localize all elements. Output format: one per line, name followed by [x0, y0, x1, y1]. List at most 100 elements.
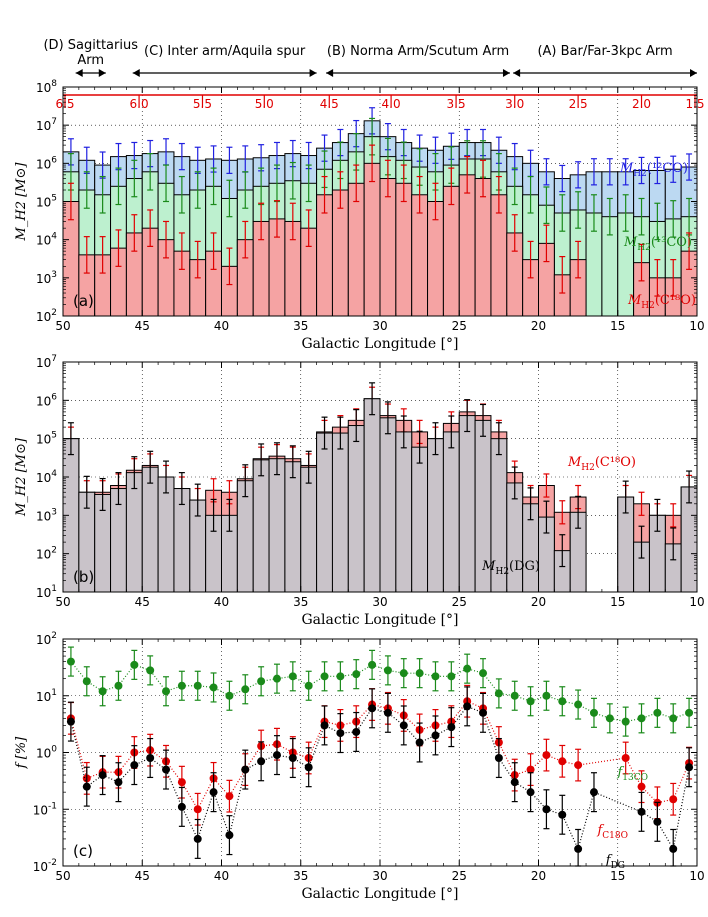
data-point [146, 666, 155, 675]
x-tick-label: 40 [214, 595, 229, 609]
x-tick-label: 45 [135, 869, 150, 883]
label-f13co: f13CO [616, 765, 648, 783]
label-c18o: MH2(C¹⁸O) [627, 293, 696, 311]
arm-label: Arm [77, 53, 104, 68]
y-tick-label: 103 [36, 270, 57, 286]
arm-annotation: (B) Norma Arm/Scutum Arm [326, 44, 510, 77]
x-tick-label: 30 [372, 595, 387, 609]
data-point [542, 805, 551, 814]
distance-label: 4.0 [382, 97, 401, 111]
label-fc18o: fC18O [596, 823, 628, 841]
bar [379, 417, 397, 593]
series-line [70, 661, 690, 723]
y-tick-label: 102 [36, 308, 57, 324]
data-point [526, 765, 535, 774]
arm-arrow-head [690, 69, 697, 77]
series-line [70, 705, 690, 851]
y-tick-label: 10-2 [33, 858, 57, 874]
data-point [558, 757, 567, 766]
distance-label: 3.0 [505, 97, 524, 111]
data-point [272, 751, 281, 760]
bar [458, 415, 476, 593]
bar [363, 162, 381, 317]
x-tick-label: 35 [293, 595, 308, 609]
bar [157, 476, 175, 593]
data-point [162, 687, 171, 696]
data-point [193, 805, 202, 814]
data-point [605, 714, 614, 723]
bar [331, 189, 349, 317]
x-tick-label: 20 [531, 869, 546, 883]
bar [284, 461, 302, 593]
bar [411, 446, 429, 593]
data-point [574, 761, 583, 770]
y-tick-label: 102 [36, 631, 57, 647]
data-point [479, 708, 488, 717]
data-point [114, 681, 123, 690]
bar [268, 458, 286, 593]
x-tick-label: 30 [372, 319, 387, 333]
data-point [510, 691, 519, 700]
label-13co: MH2(¹³CO) [623, 235, 692, 253]
data-point [368, 660, 377, 669]
arm-annotation: (C) Inter arm/Aquila spur [132, 44, 317, 77]
data-point [415, 669, 424, 678]
bar [347, 425, 365, 593]
x-tick-label: 50 [55, 319, 70, 333]
data-point [653, 817, 662, 826]
arm-arrow-head [502, 69, 510, 77]
bar [141, 466, 159, 593]
data-point [352, 727, 361, 736]
data-point [304, 681, 313, 690]
data-point [209, 683, 218, 692]
data-point [431, 731, 440, 740]
data-point [82, 782, 91, 791]
data-point [225, 691, 234, 700]
series-f_DG [66, 686, 694, 867]
data-point [383, 708, 392, 717]
arm-arrow-head [326, 69, 334, 77]
data-point [558, 697, 567, 706]
data-point [399, 721, 408, 730]
x-tick-label: 50 [55, 595, 70, 609]
x-tick-label: 35 [293, 869, 308, 883]
data-point [574, 844, 583, 853]
panel-label: (b) [73, 568, 94, 586]
series-f_13CO [66, 646, 694, 737]
data-point [685, 763, 694, 772]
data-point [637, 782, 646, 791]
data-point [494, 689, 503, 698]
x-tick-label: 10 [689, 319, 704, 333]
data-point [463, 702, 472, 711]
x-tick-label: 10 [689, 869, 704, 883]
x-tick-label: 15 [610, 869, 625, 883]
arm-label: (C) Inter arm/Aquila spur [144, 44, 306, 59]
bar [236, 480, 254, 593]
data-point [177, 778, 186, 787]
y-tick-label: 10-1 [33, 801, 57, 817]
data-point [447, 723, 456, 732]
x-tick-label: 25 [452, 595, 467, 609]
data-point [336, 729, 345, 738]
data-point [526, 788, 535, 797]
data-point [320, 721, 329, 730]
panel-label: (c) [73, 842, 93, 860]
data-point [146, 753, 155, 762]
data-point [621, 753, 630, 762]
data-point [669, 795, 678, 804]
panel-label: (a) [73, 292, 94, 310]
bar [125, 472, 143, 593]
x-tick-label: 20 [531, 595, 546, 609]
data-point [558, 810, 567, 819]
data-point [336, 672, 345, 681]
y-tick-label: 108 [36, 79, 57, 95]
data-point [66, 717, 75, 726]
y-tick-label: 100 [36, 745, 57, 761]
data-point [637, 807, 646, 816]
y-axis-label: M_H2 [M⊙] [14, 437, 29, 517]
data-point [257, 677, 266, 686]
bar [363, 398, 381, 593]
distance-label: 1.5 [685, 97, 704, 111]
arm-arrow-head [309, 69, 317, 77]
